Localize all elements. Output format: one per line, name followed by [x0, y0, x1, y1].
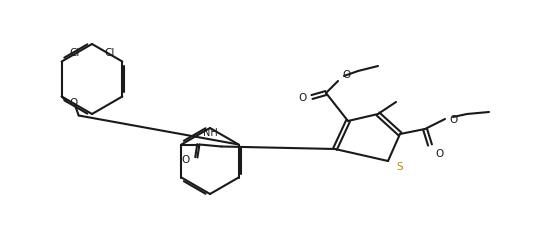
Text: O: O	[342, 70, 350, 80]
Text: O: O	[449, 114, 457, 124]
Text: NH: NH	[203, 128, 218, 138]
Text: O: O	[435, 148, 443, 158]
Text: Cl: Cl	[70, 48, 80, 58]
Text: O: O	[181, 155, 190, 165]
Text: O: O	[70, 97, 78, 107]
Text: Cl: Cl	[104, 48, 114, 58]
Text: S: S	[396, 161, 403, 171]
Text: O: O	[299, 93, 307, 103]
